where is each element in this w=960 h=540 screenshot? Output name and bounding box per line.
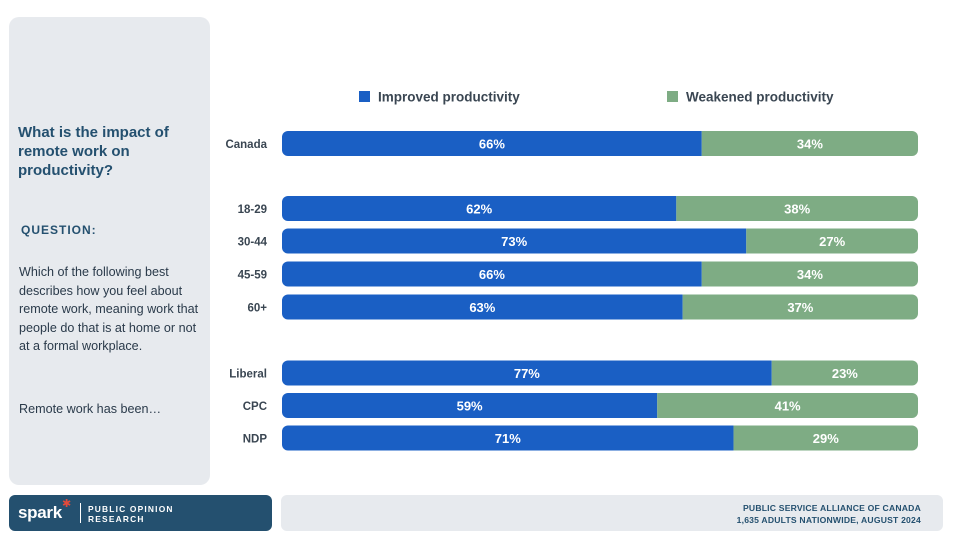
category-label-60: 60+	[247, 303, 267, 315]
stacked-bar-chart: Improved productivity Weakened productivi…	[225, 90, 918, 451]
source-footer: PUBLIC SERVICE ALLIANCE OF CANADA 1,635 …	[281, 495, 943, 531]
data-label-weakened-productivity-30-44: 27%	[819, 234, 845, 249]
bar-improved-productivity-liberal	[282, 360, 772, 386]
footer-client: PUBLIC SERVICE ALLIANCE OF CANADA	[742, 503, 921, 513]
brand-logo: spark ✱ PUBLIC OPINION RESEARCH	[9, 495, 272, 531]
logo-star-icon: ✱	[62, 498, 72, 510]
category-label-canada: Canada	[225, 139, 267, 151]
data-label-improved-productivity-60: 63%	[469, 300, 495, 315]
data-label-weakened-productivity-canada: 34%	[797, 137, 823, 152]
data-label-improved-productivity-canada: 66%	[479, 137, 505, 152]
category-label-cpc: CPC	[243, 401, 267, 413]
bar-improved-productivity-ndp	[282, 425, 734, 451]
bar-improved-productivity-canada	[282, 131, 702, 156]
data-label-weakened-productivity-liberal: 23%	[832, 366, 858, 381]
data-label-weakened-productivity-ndp: 29%	[813, 431, 839, 446]
data-label-weakened-productivity-18-29: 38%	[784, 202, 810, 217]
bar-improved-productivity-18-29	[282, 196, 677, 221]
bar-weakened-productivity-30-44	[746, 228, 918, 254]
category-label-ndp: NDP	[243, 434, 268, 446]
data-label-weakened-productivity-cpc: 41%	[775, 399, 801, 414]
legend-swatch-weakened-productivity	[667, 91, 678, 102]
logo-subtitle-line1: PUBLIC OPINION	[88, 504, 174, 514]
logo-divider	[80, 503, 81, 523]
logo-subtitle: PUBLIC OPINION RESEARCH	[88, 504, 208, 524]
question-label: QUESTION:	[21, 223, 97, 237]
data-label-improved-productivity-30-44: 73%	[501, 234, 527, 249]
bar-improved-productivity-30-44	[282, 228, 747, 254]
logo-wordmark: spark	[18, 503, 62, 522]
question-text: Which of the following best describes ho…	[19, 265, 199, 354]
bar-weakened-productivity-60	[682, 294, 918, 320]
logo-subtitle-line2: RESEARCH	[88, 513, 145, 524]
bar-weakened-productivity-ndp	[733, 425, 918, 451]
bar-improved-productivity-cpc	[282, 393, 658, 418]
question-prompt: Remote work has been…	[19, 402, 162, 416]
data-label-weakened-productivity-45-59: 34%	[797, 267, 823, 282]
legend-swatch-improved-productivity	[359, 91, 370, 102]
bar-improved-productivity-45-59	[282, 261, 702, 287]
category-label-18-29: 18-29	[238, 204, 267, 216]
bar-weakened-productivity-18-29	[676, 196, 918, 221]
category-label-45-59: 45-59	[238, 270, 267, 282]
bar-improved-productivity-60	[282, 294, 683, 320]
legend-label-weakened-productivity: Weakened productivity	[686, 90, 834, 105]
legend-label-improved-productivity: Improved productivity	[378, 90, 520, 105]
data-label-improved-productivity-18-29: 62%	[466, 202, 492, 217]
data-label-improved-productivity-liberal: 77%	[514, 366, 540, 381]
footer-sample: 1,635 ADULTS NATIONWIDE, AUGUST 2024	[736, 515, 921, 525]
bar-weakened-productivity-cpc	[657, 393, 918, 418]
question-panel	[9, 17, 210, 485]
bar-weakened-productivity-45-59	[701, 261, 918, 287]
data-label-improved-productivity-45-59: 66%	[479, 267, 505, 282]
bar-weakened-productivity-canada	[701, 131, 918, 156]
data-label-improved-productivity-ndp: 71%	[495, 431, 521, 446]
page-title: What is the impact of remote work on pro…	[18, 124, 169, 179]
data-label-weakened-productivity-60: 37%	[787, 300, 813, 315]
category-label-liberal: Liberal	[229, 369, 267, 381]
data-label-improved-productivity-cpc: 59%	[457, 399, 483, 414]
category-label-30-44: 30-44	[238, 237, 268, 249]
bar-weakened-productivity-liberal	[771, 360, 918, 386]
